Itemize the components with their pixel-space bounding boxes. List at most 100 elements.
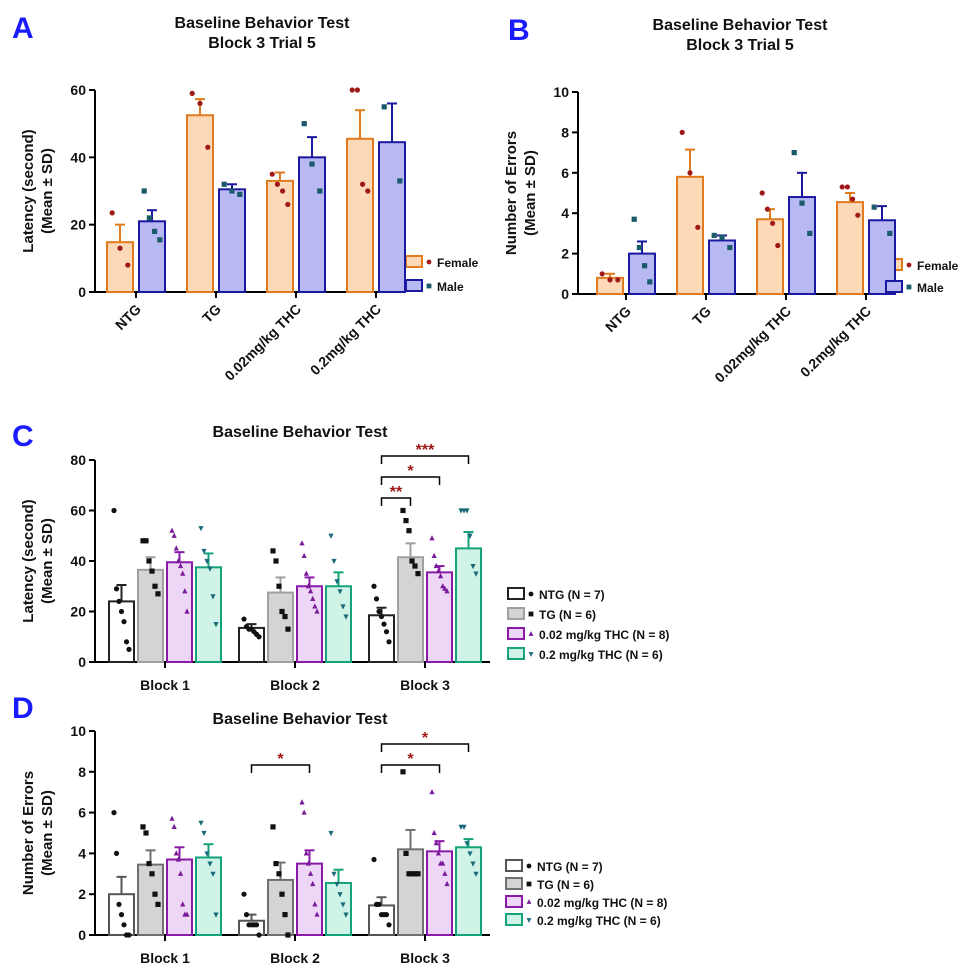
data-point: [403, 850, 409, 856]
legend-label: Male: [917, 281, 944, 295]
data-point: [331, 558, 337, 565]
legend-label: TG (N = 6): [537, 878, 594, 892]
data-point: [381, 621, 387, 627]
data-point: [636, 244, 642, 251]
data-point: [409, 871, 415, 877]
data-point: [383, 912, 390, 918]
data-point: [213, 622, 219, 628]
x-tick-label: Block 1: [140, 677, 190, 693]
significance-label: *: [407, 751, 414, 768]
x-tick-label: NTG: [602, 303, 634, 335]
data-point: [299, 540, 305, 546]
data-point: [354, 87, 360, 93]
data-point: [182, 588, 188, 594]
bar: [195, 856, 222, 936]
x-tick-label: 0.02mg/kg THC: [711, 303, 794, 386]
data-point: [126, 646, 132, 652]
data-point: [307, 870, 314, 876]
y-tick-label: 10: [70, 723, 86, 739]
legend-label: 0.2 mg/kg THC (N = 6): [537, 914, 661, 928]
legend-label: 0.02 mg/kg THC (N = 8): [539, 628, 669, 642]
legend-marker: [528, 652, 534, 657]
data-point: [256, 932, 262, 938]
data-point: [383, 629, 390, 635]
data-point: [118, 912, 125, 918]
data-point: [440, 583, 446, 589]
data-point: [440, 860, 446, 866]
y-axis-label: Latency (second): [20, 129, 37, 252]
bar: [325, 585, 352, 663]
data-point: [201, 548, 207, 555]
y-axis-label: Latency (second): [20, 499, 37, 622]
data-point: [679, 129, 685, 135]
bar: [455, 846, 482, 937]
data-point: [314, 608, 320, 614]
y-tick-label: 0: [78, 927, 86, 943]
y-tick-label: 0: [78, 284, 86, 300]
data-point: [461, 824, 467, 830]
significance-bracket: [380, 743, 470, 752]
bar: [346, 137, 374, 293]
x-tick-label: Block 2: [270, 950, 320, 966]
bar: [455, 547, 482, 663]
data-point: [433, 840, 439, 846]
data-point: [282, 912, 288, 918]
bar: [378, 141, 406, 293]
y-tick-label: 0: [78, 654, 86, 670]
data-point: [184, 608, 190, 614]
y-tick-label: 8: [561, 124, 569, 140]
data-point: [155, 901, 161, 907]
data-point: [141, 188, 147, 194]
data-point: [175, 557, 182, 564]
x-tick-label: 0.2mg/kg THC: [307, 301, 384, 378]
data-point: [180, 570, 186, 576]
data-point: [149, 568, 155, 574]
data-point: [125, 262, 131, 268]
bar: [166, 858, 193, 937]
data-point: [205, 144, 211, 150]
legend-label: NTG (N = 7): [539, 588, 605, 602]
data-point: [118, 608, 125, 615]
data-point: [328, 533, 334, 539]
data-point: [400, 769, 406, 775]
data-point: [378, 613, 385, 620]
data-point: [140, 538, 146, 544]
data-point: [599, 271, 605, 277]
y-tick-label: 0: [561, 286, 569, 302]
data-point: [169, 527, 175, 533]
data-point: [143, 830, 149, 836]
significance-bracket: [380, 476, 441, 485]
data-point: [839, 184, 845, 190]
legend-marker: [528, 591, 534, 597]
data-point: [409, 558, 415, 564]
data-point: [303, 850, 309, 856]
data-point: [412, 871, 418, 877]
data-point: [113, 586, 120, 592]
data-point: [301, 552, 307, 559]
legend-swatch: [507, 607, 525, 620]
bar: [325, 881, 352, 936]
legend-swatch: [507, 627, 525, 640]
x-tick-label: 0.02mg/kg THC: [221, 301, 304, 384]
data-point: [180, 901, 186, 907]
data-point: [157, 237, 163, 243]
data-point: [113, 850, 120, 857]
panel-label: C: [12, 420, 34, 453]
data-point: [310, 595, 316, 601]
data-point: [305, 583, 312, 589]
data-point: [431, 552, 437, 559]
y-tick-label: 20: [70, 604, 86, 620]
legend-label: 0.2 mg/kg THC (N = 6): [539, 648, 663, 662]
data-point: [647, 279, 653, 285]
data-point: [687, 170, 693, 176]
significance-label: **: [390, 484, 403, 501]
data-point: [467, 533, 473, 539]
data-point: [887, 230, 893, 236]
data-point: [152, 891, 158, 897]
bar: [368, 614, 395, 663]
legend-label: Female: [437, 256, 479, 270]
data-point: [270, 548, 276, 554]
legend-marker: [426, 259, 432, 265]
y-tick-label: 40: [70, 149, 86, 165]
x-tick-label: NTG: [112, 301, 144, 333]
